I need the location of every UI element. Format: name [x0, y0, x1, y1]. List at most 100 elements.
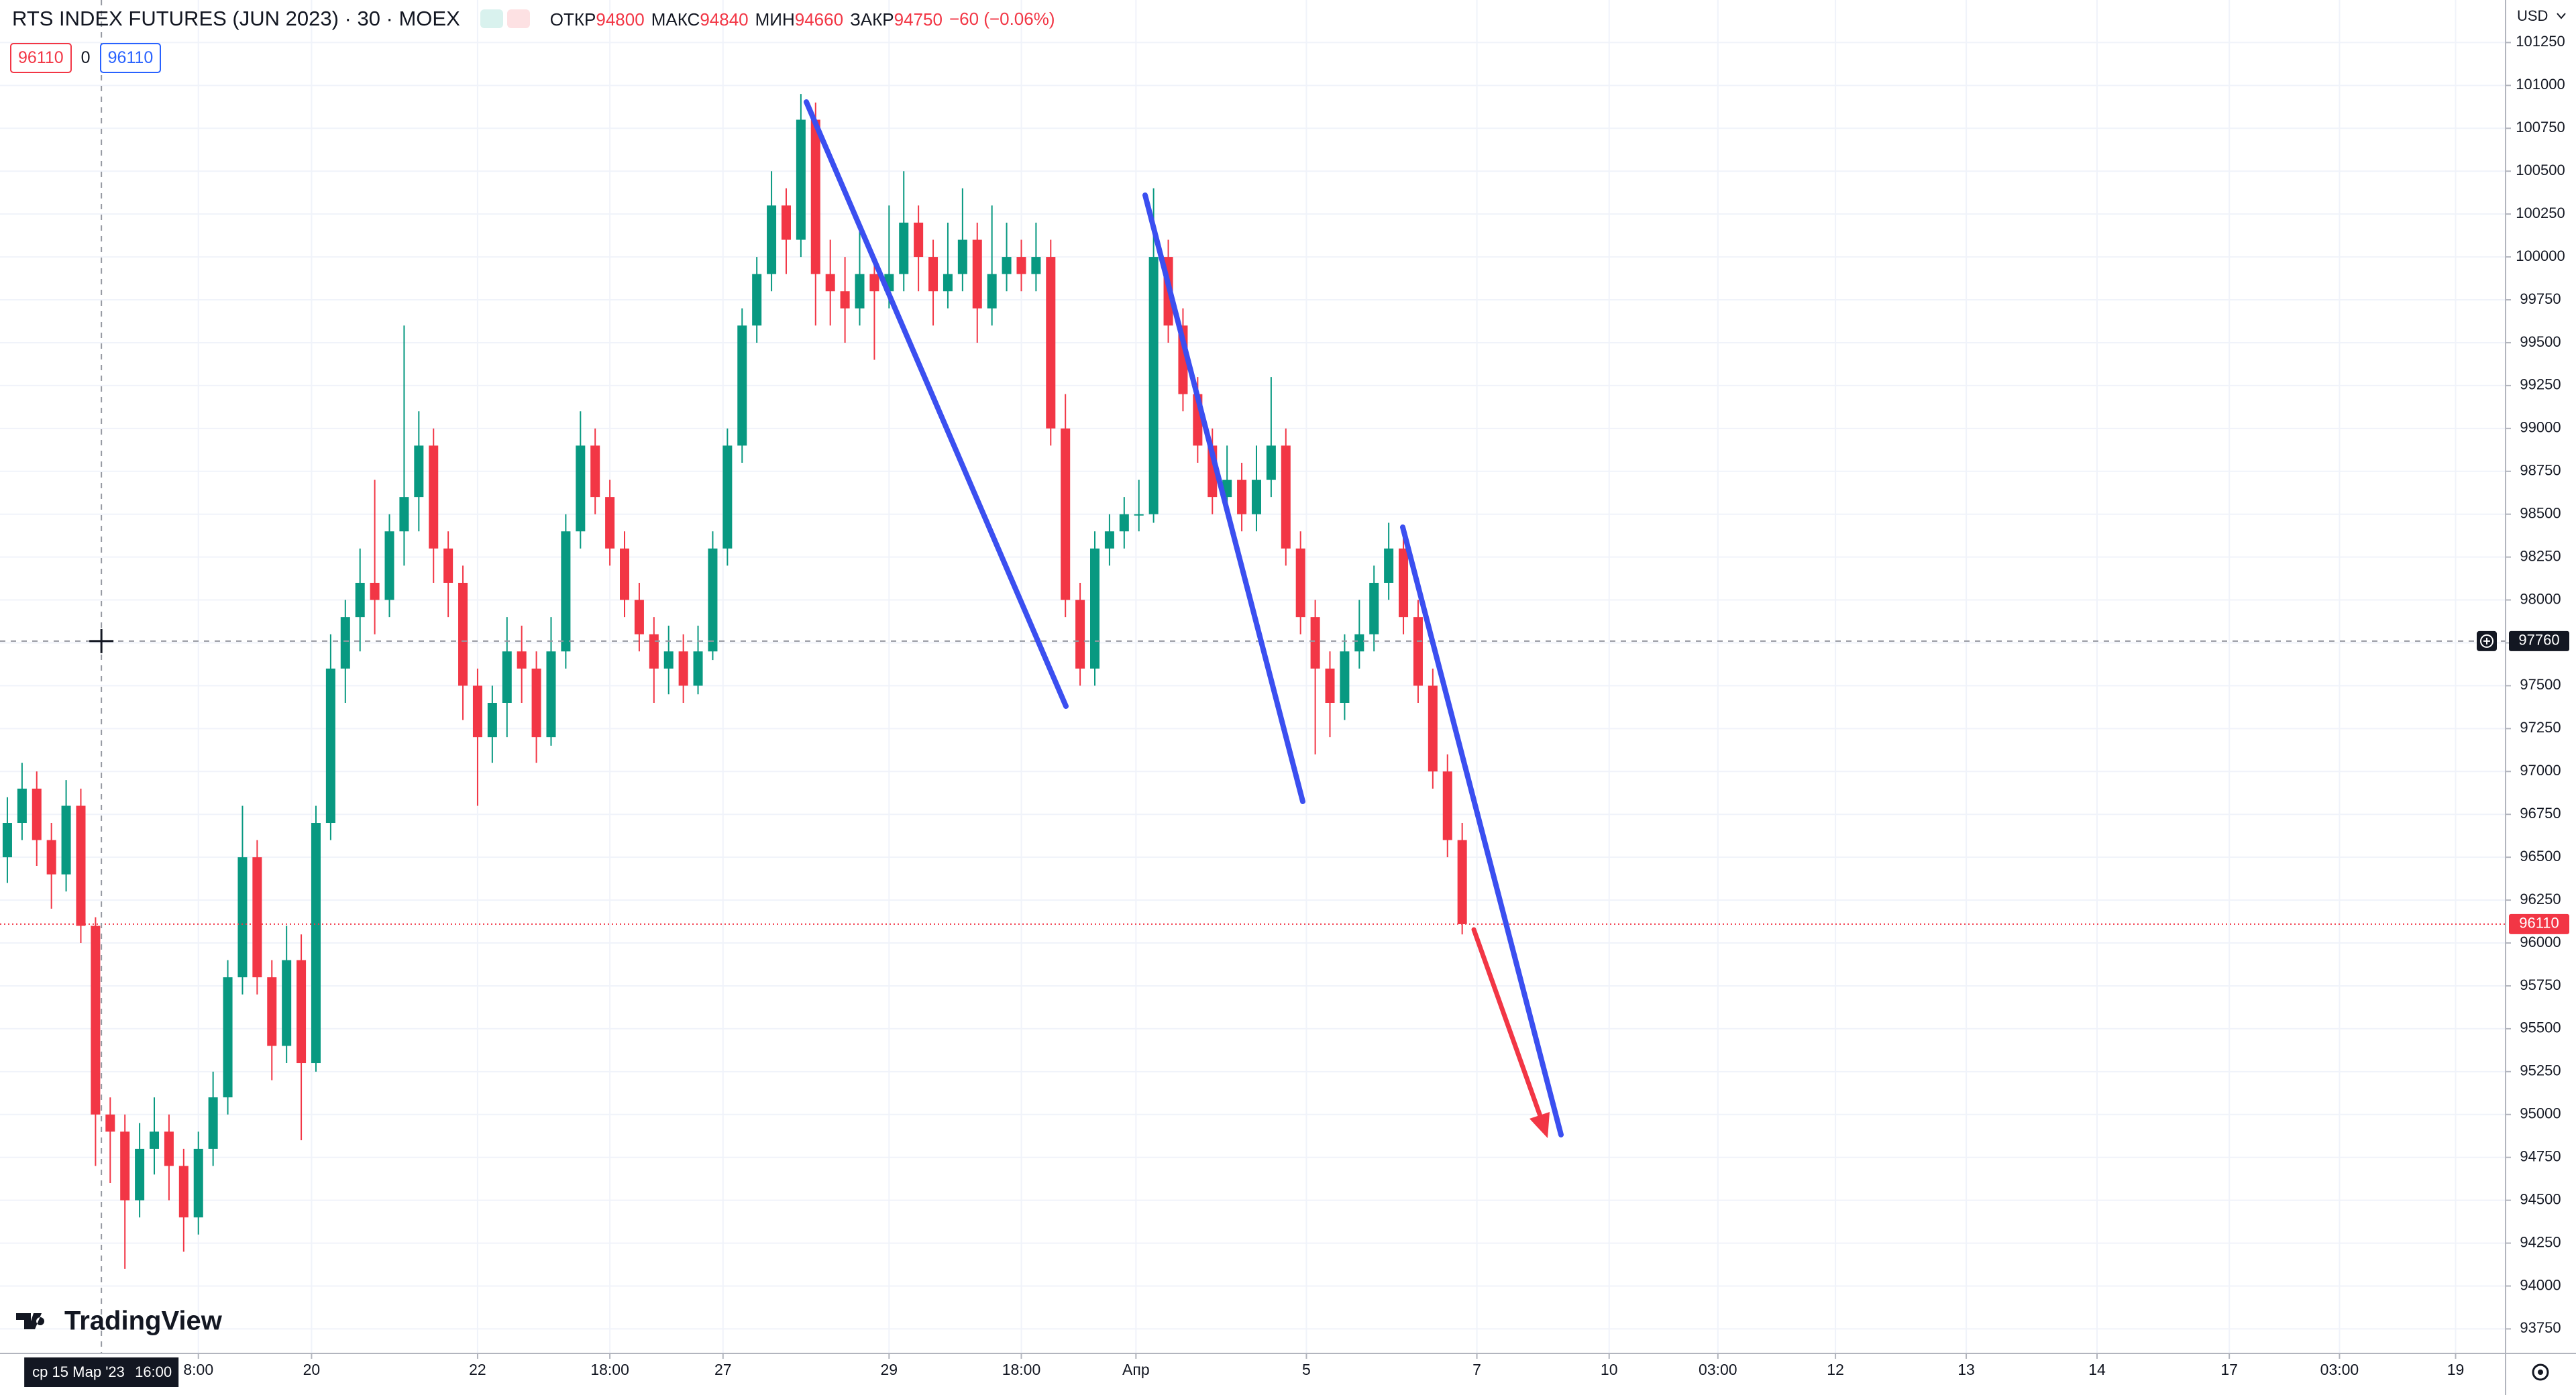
candle-body [869, 274, 879, 292]
candle-body [120, 1131, 130, 1201]
candle-body [1354, 634, 1364, 652]
candle-body [399, 497, 409, 532]
currency-caret [2557, 13, 2566, 19]
y-tick-label: 99250 [2520, 376, 2561, 393]
delay-icon[interactable] [506, 9, 530, 28]
trend-line[interactable] [1142, 192, 1305, 804]
currency[interactable]: USD [2517, 7, 2548, 24]
candle-body [32, 788, 42, 840]
y-tick-label: 94500 [2520, 1190, 2561, 1207]
candle-body [282, 960, 292, 1046]
crosshair-time-box [24, 1357, 179, 1387]
candle-body [590, 445, 600, 498]
candle-body [17, 788, 27, 824]
candle-body [267, 977, 277, 1046]
y-tick-label: 98250 [2520, 547, 2561, 564]
candle-body [1237, 480, 1247, 514]
buy-price[interactable]: 96110 [99, 43, 162, 73]
candle-body [1046, 257, 1056, 429]
candle-body [928, 257, 938, 292]
ohlc-label: МИН [755, 9, 795, 30]
candle-body [76, 805, 86, 926]
candle-body [1251, 480, 1261, 514]
crosshair-cursor [89, 628, 114, 653]
candle-body [1061, 428, 1071, 600]
candle-body [943, 274, 953, 292]
settings-icon[interactable] [2532, 1363, 2549, 1381]
candle-body [355, 582, 365, 618]
candle-body [752, 274, 762, 326]
candle-body [722, 445, 733, 549]
candle-body [576, 445, 586, 532]
candle-body [164, 1131, 174, 1166]
candle-body [1075, 600, 1085, 669]
gear[interactable] [2532, 1363, 2549, 1381]
add-alert-plus [2483, 637, 2490, 645]
spread: 0 [80, 48, 91, 67]
candle-body [1428, 685, 1438, 772]
candle-body [150, 1131, 160, 1149]
logo: TradingView [16, 1306, 223, 1336]
candle-body [252, 857, 262, 978]
x-tick-label: 12 [1827, 1361, 1844, 1378]
candle-body [208, 1097, 218, 1149]
y-tick-label: 98000 [2520, 590, 2561, 607]
y-tick-label: 94250 [2520, 1233, 2561, 1250]
y-tick-label: 96750 [2520, 805, 2561, 822]
candle-body [678, 651, 688, 686]
candle-body [1340, 651, 1350, 703]
ohlc-value: 94800 [596, 9, 645, 30]
plot [0, 0, 2506, 1353]
symbol-title[interactable]: RTS INDEX FUTURES (JUN 2023) · 30 · MOEX [12, 7, 460, 30]
candle-body [487, 702, 497, 738]
x-tick-label: 27 [714, 1361, 732, 1378]
candle-body [135, 1148, 145, 1201]
y-tick-label: 94750 [2520, 1148, 2561, 1165]
candle-body [311, 823, 321, 1064]
candle-body [325, 668, 335, 824]
ohlc-value: 94660 [794, 9, 844, 30]
candle-body [370, 582, 380, 600]
candle-body [1281, 445, 1291, 549]
ohlc-value: 94840 [700, 9, 749, 30]
candle-body [1325, 668, 1335, 703]
candle-body [957, 239, 967, 274]
y-tick-label: 97000 [2520, 762, 2561, 779]
add-alert-icon [2480, 634, 2493, 648]
drawings [804, 99, 1564, 1138]
trend-line[interactable] [804, 99, 1069, 709]
last-price-box [2509, 913, 2569, 934]
candle-body [91, 926, 101, 1115]
gear-center [2538, 1370, 2543, 1375]
x-tick-label: 8:00 [183, 1361, 213, 1378]
x-tick-label: 5 [1302, 1361, 1311, 1378]
candle-body [1413, 617, 1423, 686]
candle-body [443, 548, 453, 583]
y-tick-label: 99000 [2520, 419, 2561, 436]
add-alert-button[interactable] [2477, 630, 2497, 651]
y-tick-label: 100250 [2516, 205, 2565, 221]
y-tick-label: 95000 [2520, 1105, 2561, 1122]
y-tick-label: 100000 [2516, 247, 2565, 264]
candle-body [693, 651, 703, 686]
trend-line[interactable] [1400, 524, 1564, 1137]
market-open-icon[interactable] [480, 9, 503, 28]
candle-body [1310, 617, 1320, 669]
candle-body [781, 205, 791, 240]
legend-header: RTS INDEX FUTURES (JUN 2023) · 30 · MOEX… [12, 7, 1055, 31]
candle-body [737, 325, 747, 446]
ohlc-label: МАКС [651, 9, 700, 30]
candle-body [546, 651, 556, 738]
sell-price[interactable]: 96110 [10, 43, 72, 73]
x-tick-label: 17 [2220, 1361, 2238, 1378]
candle-body [105, 1114, 115, 1132]
candle-body [193, 1148, 203, 1218]
candle-body [825, 274, 835, 292]
y-tick-label: 96250 [2520, 891, 2561, 907]
x-tick-label: 22 [469, 1361, 486, 1378]
candle-body [972, 239, 982, 309]
y-tick-label: 97250 [2520, 719, 2561, 736]
candle-body [472, 685, 482, 738]
arrow-line[interactable] [1471, 927, 1543, 1119]
